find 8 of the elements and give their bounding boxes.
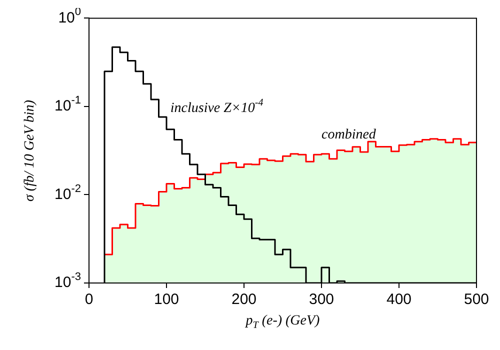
x-tick-label: 500 — [464, 291, 489, 308]
x-tick-label: 200 — [231, 291, 257, 308]
series-label: combined — [321, 127, 377, 142]
x-tick-label: 300 — [308, 291, 334, 308]
x-tick-label: 0 — [84, 291, 94, 308]
x-tick-label: 400 — [386, 291, 412, 308]
y-axis-title: σ (fb/ 10 GeV bin) — [22, 100, 38, 202]
x-tick-label: 100 — [154, 291, 180, 308]
